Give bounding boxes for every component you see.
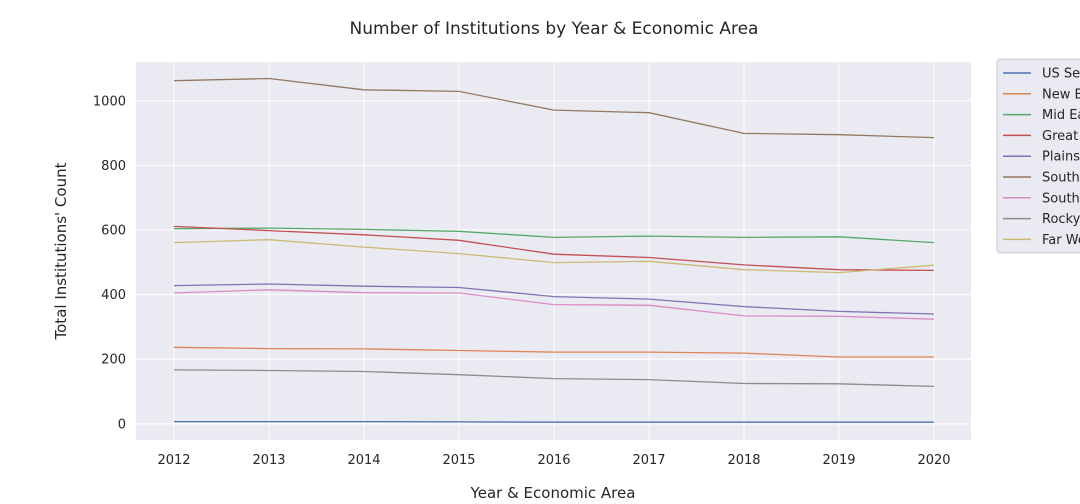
x-tick-label: 2016: [537, 453, 570, 468]
x-tick-label: 2017: [632, 453, 665, 468]
y-axis-label: Total Institutions' Count: [52, 162, 70, 340]
legend-label: US Service Schools: [1042, 67, 1080, 82]
y-tick-label: 600: [101, 224, 126, 239]
series-line: [173, 227, 935, 244]
series-line: [173, 239, 935, 274]
series-line: [173, 289, 935, 320]
legend-label: Mid East: [1042, 108, 1080, 123]
series-line: [173, 225, 935, 272]
series-line: [173, 77, 935, 139]
x-tick-label: 2013: [252, 453, 285, 468]
y-tick-label: 400: [101, 288, 126, 303]
y-tick-label: 800: [101, 159, 126, 174]
legend-label: Rocky Mountains: [1042, 212, 1080, 227]
x-tick-label: 2012: [157, 453, 190, 468]
legend: US Service Schools New England Mid East Gre…: [996, 58, 1080, 254]
legend-label: Southwest: [1042, 191, 1080, 206]
y-tick-label: 0: [118, 417, 126, 432]
y-tick-label: 200: [101, 353, 126, 368]
y-tick-label: 1000: [93, 94, 126, 109]
y-axis-ticks: 0 200 400 600 800 1000: [93, 94, 126, 432]
x-tick-label: 2020: [917, 453, 950, 468]
x-tick-label: 2019: [822, 453, 855, 468]
x-tick-label: 2015: [442, 453, 475, 468]
legend-box: [996, 58, 1080, 254]
legend-label: Great Lakes: [1042, 129, 1080, 144]
legend-label: New England: [1042, 87, 1080, 102]
series-line: [173, 283, 935, 315]
x-axis-ticks: 2012 2013 2014 2015 2016 2017 2018 2019 2020: [157, 453, 950, 468]
series-line: [173, 346, 934, 358]
grid-lines: [136, 62, 971, 440]
x-tick-label: 2018: [727, 453, 760, 468]
x-tick-label: 2014: [347, 453, 380, 468]
x-axis-label: Year & Economic Area: [470, 484, 636, 502]
series-line: [173, 369, 935, 388]
legend-label: Plains: [1042, 150, 1080, 165]
series-lines: [173, 77, 935, 423]
chart-title: Number of Institutions by Year & Economi…: [350, 19, 759, 39]
legend-label: Southeast: [1042, 171, 1080, 186]
legend-label: Far West: [1042, 233, 1080, 248]
series-line: [174, 420, 934, 423]
